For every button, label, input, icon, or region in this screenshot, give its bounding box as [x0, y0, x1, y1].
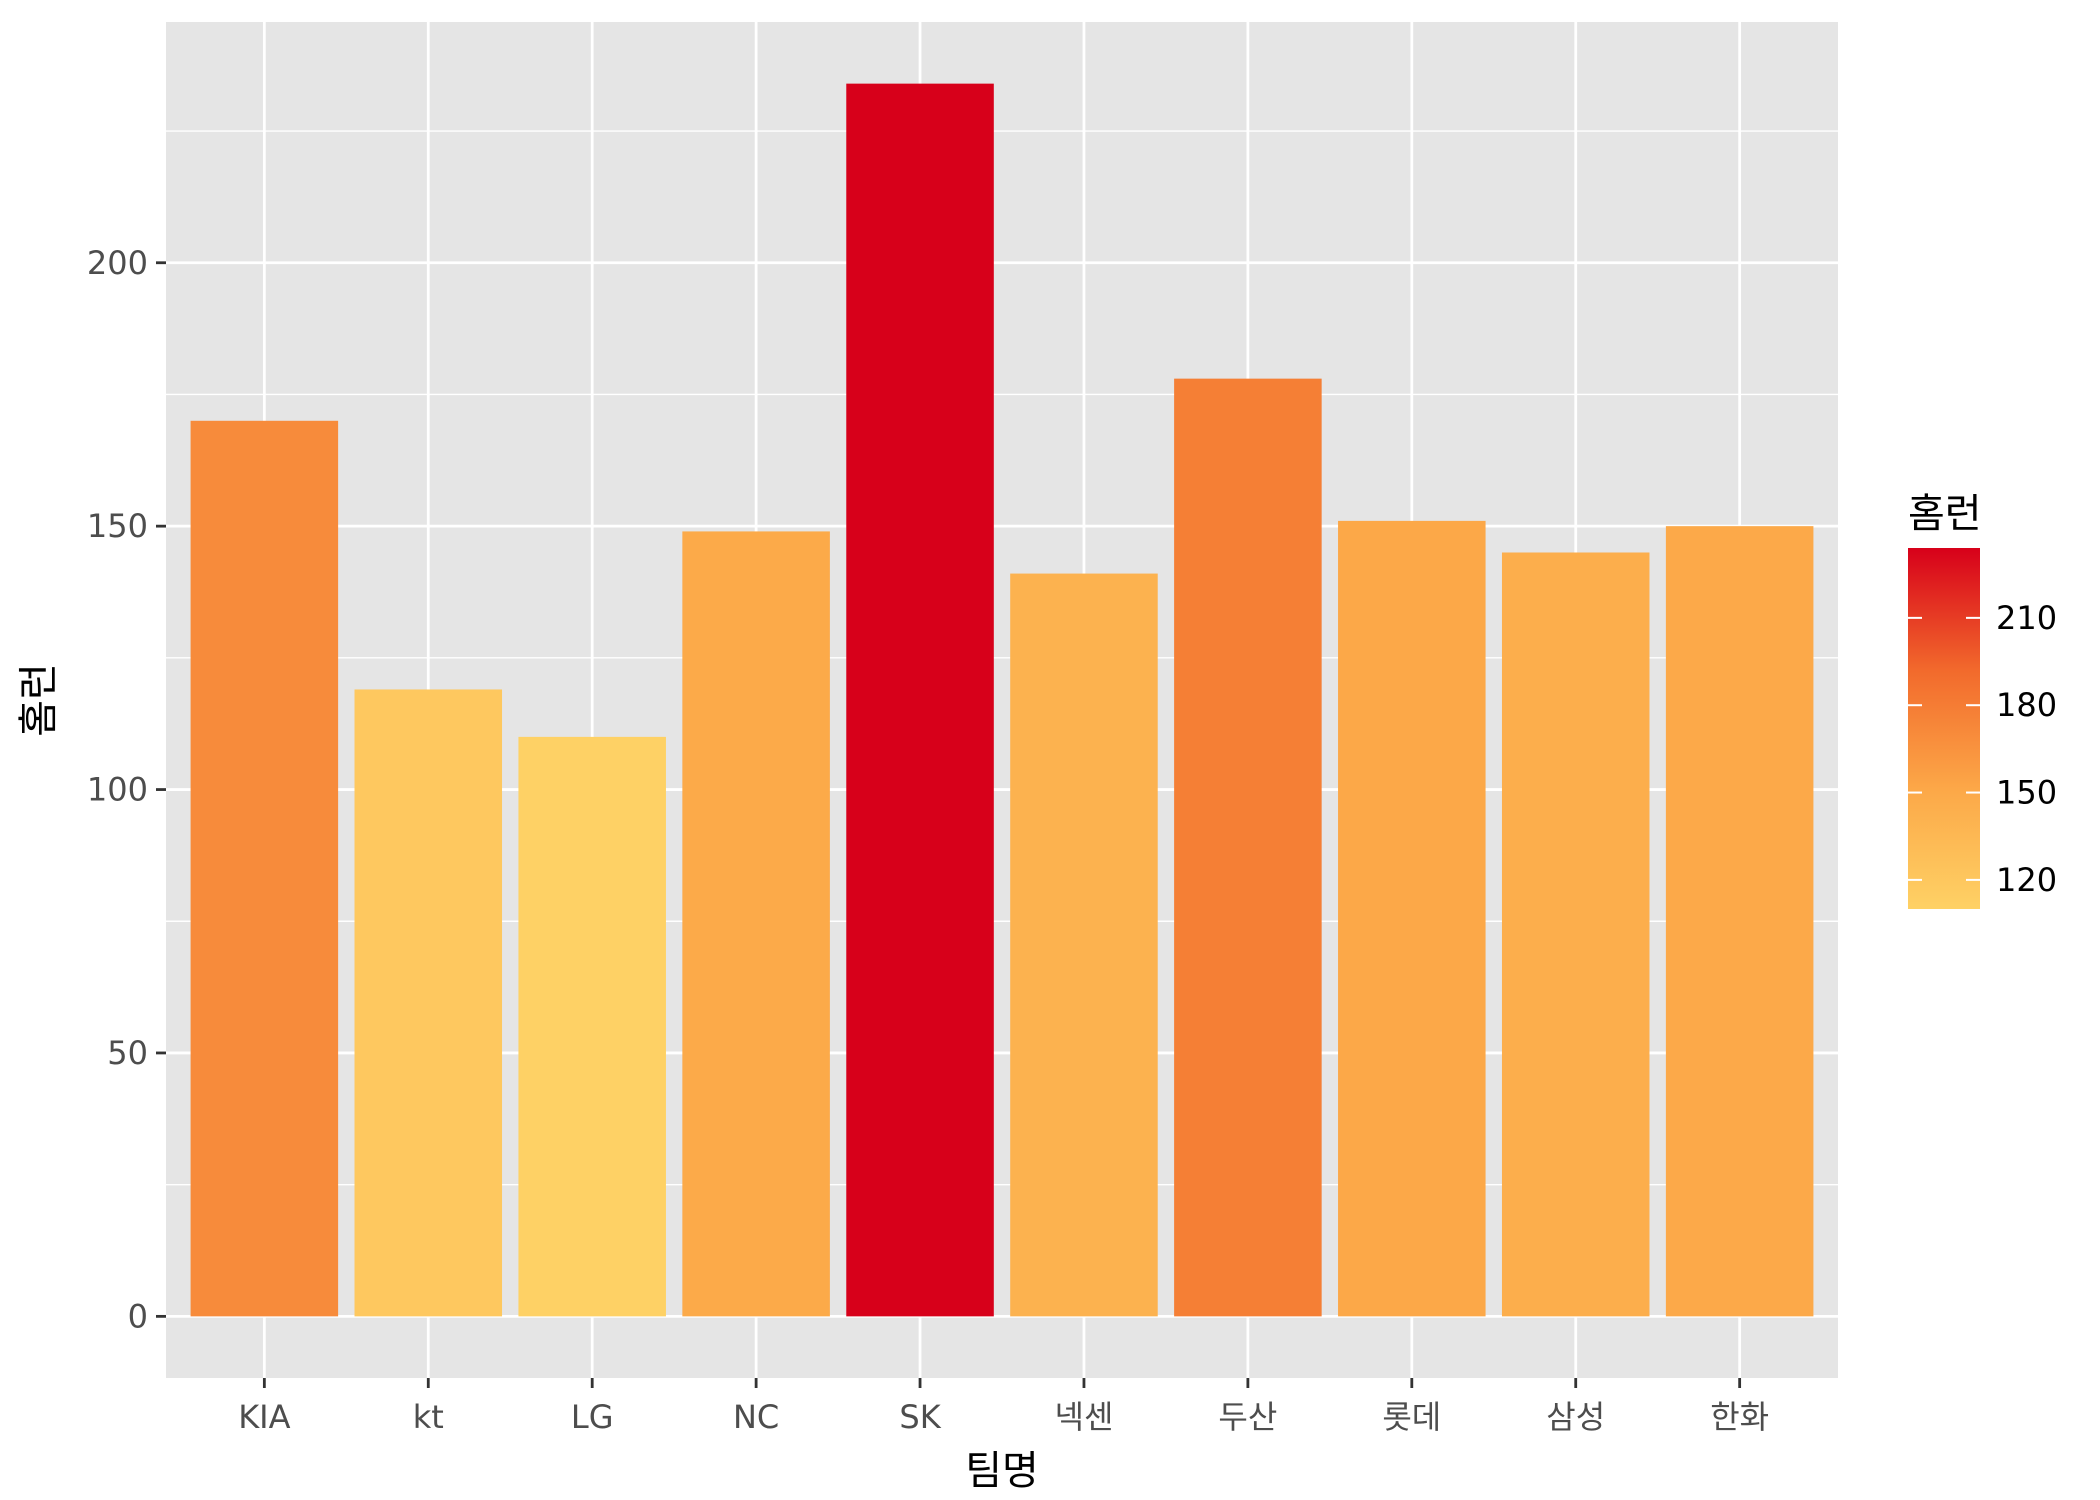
x-axis-title: 팀명 — [965, 1448, 1039, 1494]
bar-KIA — [190, 420, 339, 1317]
bar-삼성 — [1501, 552, 1650, 1317]
x-tick-label: kt — [413, 1398, 444, 1436]
y-tick-label: 50 — [107, 1034, 148, 1072]
legend-tick-label: 210 — [1996, 599, 2057, 637]
legend: 홈런 120 150 180 210 — [1908, 491, 2057, 909]
legend-tick-label: 180 — [1996, 686, 2057, 724]
bar-롯데 — [1338, 520, 1486, 1317]
bar-kt — [354, 689, 503, 1317]
bar-한화 — [1665, 526, 1814, 1317]
y-axis: 0 50 100 150 200 — [87, 244, 166, 1335]
bar-두산 — [1174, 378, 1322, 1317]
x-tick-label: SK — [899, 1398, 941, 1436]
x-tick-label: NC — [733, 1398, 779, 1436]
y-tick-label: 100 — [87, 771, 148, 809]
legend-tick-label: 150 — [1996, 774, 2057, 812]
legend-colorbar — [1908, 548, 1980, 909]
bar-SK — [846, 83, 994, 1317]
x-tick-label: 삼성 — [1546, 1398, 1605, 1436]
x-tick-label: 한화 — [1710, 1398, 1769, 1436]
legend-title: 홈런 — [1908, 491, 1982, 537]
y-tick-label: 200 — [87, 244, 148, 282]
bar-LG — [518, 736, 666, 1317]
x-tick-label: KIA — [238, 1398, 290, 1436]
y-tick-label: 150 — [87, 507, 148, 545]
x-tick-label: 두산 — [1218, 1398, 1277, 1436]
legend-tick-label: 120 — [1996, 861, 2057, 899]
bar-NC — [682, 531, 830, 1317]
x-axis: KIA kt LG NC SK 넥센 두산 롯데 삼성 한화 — [238, 1378, 1769, 1436]
x-tick-label: 넥센 — [1055, 1398, 1114, 1436]
x-tick-label: 롯데 — [1382, 1398, 1441, 1436]
x-tick-label: LG — [571, 1398, 614, 1436]
y-tick-label: 0 — [128, 1297, 148, 1335]
legend-ticks: 120 150 180 210 — [1908, 599, 2057, 899]
bars — [190, 83, 1814, 1317]
bar-넥센 — [1010, 573, 1158, 1317]
y-axis-title: 홈런 — [16, 663, 62, 737]
